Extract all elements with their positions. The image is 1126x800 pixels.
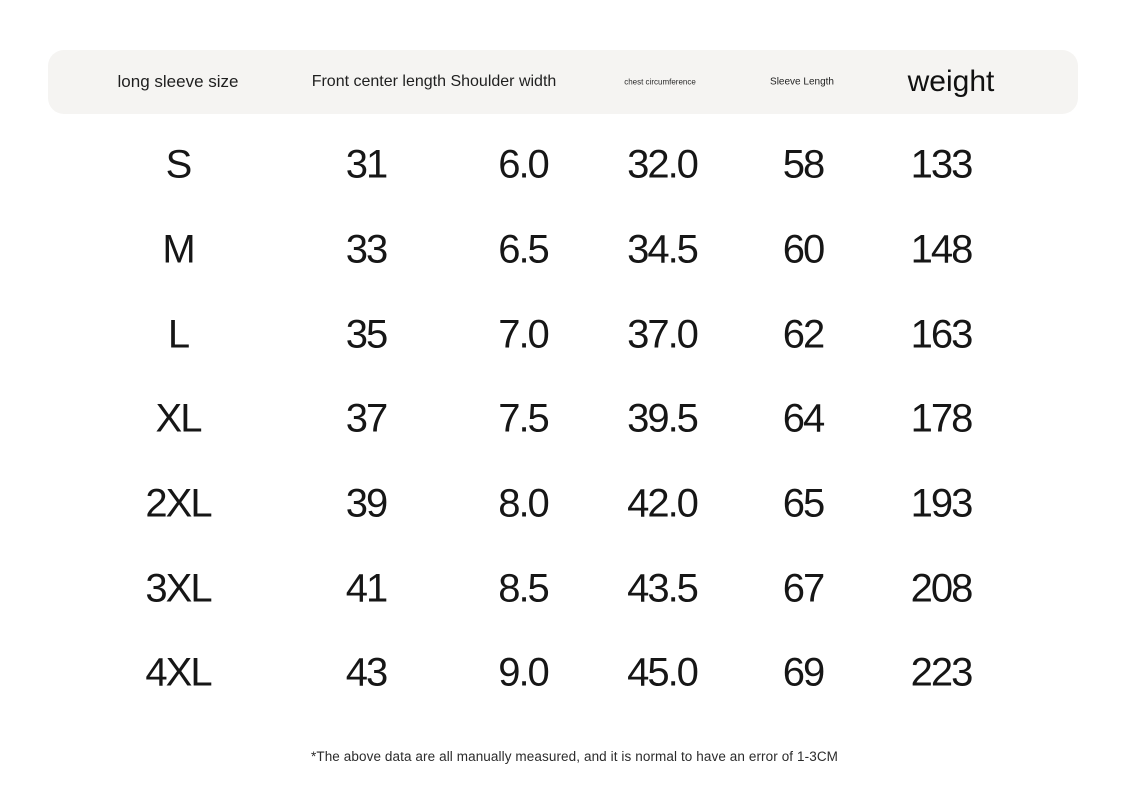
header-weight: weight bbox=[907, 65, 995, 98]
header-chest-circumference: chest circumference bbox=[624, 77, 696, 87]
cell-shoulder-width: 8.5 bbox=[498, 566, 550, 611]
cell-shoulder-width: 6.5 bbox=[498, 227, 550, 272]
cell-size: M bbox=[162, 227, 195, 272]
cell-front-center-length: 33 bbox=[345, 227, 388, 272]
cell-front-center-length: 35 bbox=[345, 312, 388, 357]
cell-weight: 148 bbox=[910, 227, 974, 272]
table-row: S 31 6.0 32.0 58 133 bbox=[0, 123, 1126, 208]
cell-sleeve-length: 69 bbox=[782, 650, 825, 695]
cell-shoulder-width: 8.0 bbox=[498, 481, 550, 526]
cell-weight: 178 bbox=[910, 396, 974, 441]
cell-size: 4XL bbox=[145, 650, 212, 695]
cell-size: 2XL bbox=[145, 481, 212, 526]
cell-chest-circumference: 32.0 bbox=[627, 142, 699, 187]
table-row: 2XL 39 8.0 42.0 65 193 bbox=[0, 462, 1126, 547]
cell-chest-circumference: 42.0 bbox=[627, 481, 699, 526]
header-sleeve-length: Sleeve Length bbox=[770, 76, 834, 88]
cell-weight: 163 bbox=[910, 312, 974, 357]
table-row: L 35 7.0 37.0 62 163 bbox=[0, 292, 1126, 377]
table-row: M 33 6.5 34.5 60 148 bbox=[0, 208, 1126, 293]
cell-front-center-length: 39 bbox=[345, 481, 388, 526]
cell-front-center-length: 43 bbox=[345, 650, 388, 695]
cell-weight: 223 bbox=[910, 650, 974, 695]
measurement-disclaimer: *The above data are all manually measure… bbox=[311, 749, 839, 764]
cell-sleeve-length: 65 bbox=[782, 481, 825, 526]
cell-chest-circumference: 39.5 bbox=[627, 396, 699, 441]
cell-sleeve-length: 67 bbox=[782, 566, 825, 611]
header-front-center-length-shoulder-width: Front center length Shoulder width bbox=[311, 73, 557, 90]
cell-front-center-length: 41 bbox=[345, 566, 388, 611]
table-row: XL 37 7.5 39.5 64 178 bbox=[0, 377, 1126, 462]
size-chart-body: S 31 6.0 32.0 58 133 M 33 6.5 34.5 60 14… bbox=[0, 123, 1126, 716]
size-chart-header: long sleeve size Front center length Sho… bbox=[48, 50, 1078, 114]
table-row: 3XL 41 8.5 43.5 67 208 bbox=[0, 546, 1126, 631]
cell-chest-circumference: 45.0 bbox=[627, 650, 699, 695]
header-long-sleeve-size: long sleeve size bbox=[117, 72, 239, 91]
cell-size: S bbox=[165, 142, 193, 187]
cell-shoulder-width: 6.0 bbox=[498, 142, 550, 187]
cell-sleeve-length: 62 bbox=[782, 312, 825, 357]
cell-weight: 133 bbox=[910, 142, 974, 187]
cell-chest-circumference: 37.0 bbox=[627, 312, 699, 357]
cell-size: 3XL bbox=[145, 566, 212, 611]
cell-size: L bbox=[167, 312, 190, 357]
cell-sleeve-length: 60 bbox=[782, 227, 825, 272]
cell-weight: 208 bbox=[910, 566, 974, 611]
cell-chest-circumference: 43.5 bbox=[627, 566, 699, 611]
cell-sleeve-length: 64 bbox=[782, 396, 825, 441]
cell-weight: 193 bbox=[910, 481, 974, 526]
cell-shoulder-width: 9.0 bbox=[498, 650, 550, 695]
cell-chest-circumference: 34.5 bbox=[627, 227, 699, 272]
cell-shoulder-width: 7.5 bbox=[498, 396, 550, 441]
cell-size: XL bbox=[155, 396, 203, 441]
cell-sleeve-length: 58 bbox=[782, 142, 825, 187]
cell-shoulder-width: 7.0 bbox=[498, 312, 550, 357]
table-row: 4XL 43 9.0 45.0 69 223 bbox=[0, 631, 1126, 716]
cell-front-center-length: 31 bbox=[345, 142, 388, 187]
cell-front-center-length: 37 bbox=[345, 396, 388, 441]
